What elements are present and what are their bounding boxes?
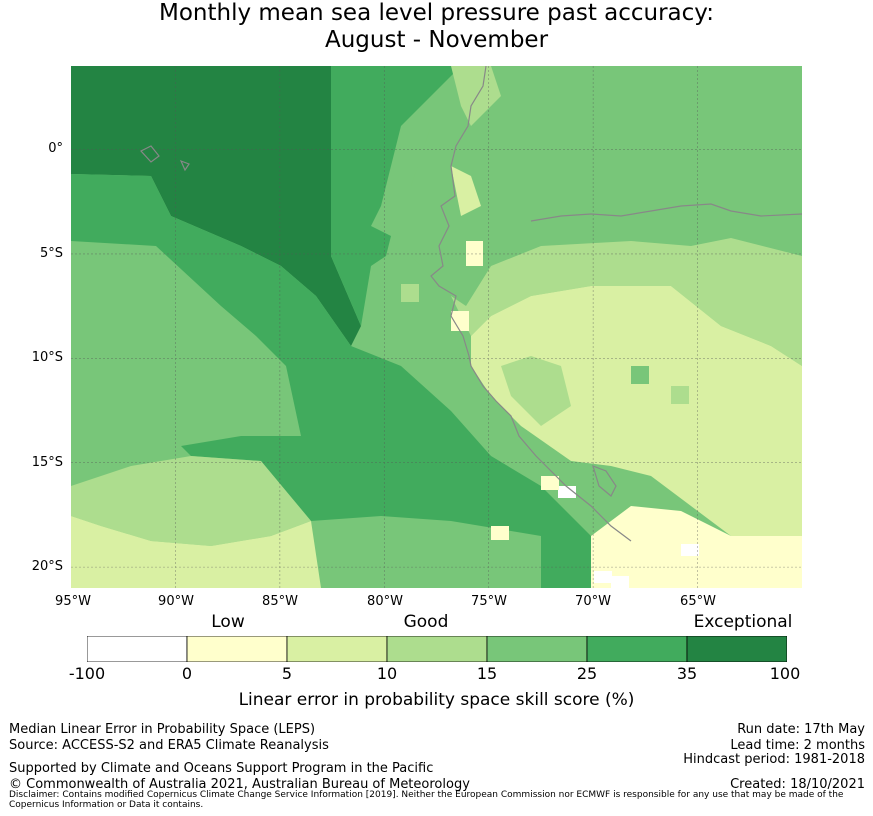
- skill-zone: [471, 286, 802, 536]
- skill-map: [71, 66, 802, 588]
- skill-cell: [611, 576, 629, 588]
- footer-method: Median Linear Error in Probability Space…: [9, 722, 316, 737]
- skill-cell: [681, 544, 699, 556]
- colorbar-tick: 5: [281, 664, 293, 683]
- lon-label-80w: 80°W: [367, 594, 403, 609]
- legend-category-low: Low: [211, 612, 245, 632]
- colorbar-tick: -100: [68, 664, 106, 683]
- skill-cell: [401, 284, 419, 302]
- colorbar-segment: [87, 636, 188, 662]
- coastline-south-america: [430, 66, 632, 542]
- colorbar-segment: [686, 636, 787, 662]
- colorbar-tick: 10: [376, 664, 398, 683]
- skill-zone: [71, 174, 591, 588]
- footer-copyright: © Commonwealth of Australia 2021, Austra…: [9, 777, 470, 792]
- lon-label-65w: 65°W: [680, 594, 716, 609]
- skill-cell: [541, 476, 559, 490]
- footer-support: Supported by Climate and Oceans Support …: [9, 761, 434, 776]
- colorbar-segment: [486, 636, 588, 662]
- skill-cell: [451, 311, 469, 331]
- lon-label-85w: 85°W: [262, 594, 298, 609]
- skill-zone: [451, 66, 501, 126]
- legend-category-good: Good: [403, 612, 449, 632]
- lon-label-95w: 95°W: [55, 594, 91, 609]
- skill-cell: [558, 486, 576, 498]
- footer-lead-time: Lead time: 2 months: [730, 738, 865, 753]
- colorbar-tick: 100: [769, 664, 801, 683]
- skill-zone: [501, 356, 571, 426]
- skill-cell: [491, 526, 509, 540]
- lon-label-75w: 75°W: [471, 594, 507, 609]
- colorbar-segment: [586, 636, 688, 662]
- colorbar-tick: 35: [676, 664, 698, 683]
- skill-zone: [451, 238, 802, 366]
- colorbar: [87, 636, 787, 662]
- disclaimer: Disclaimer: Contains modified Copernicus…: [9, 790, 844, 810]
- colorbar-segment: [386, 636, 488, 662]
- skill-zone: [71, 66, 361, 346]
- skill-zone: [331, 66, 461, 326]
- lat-label-20s: 20°S: [31, 559, 63, 574]
- skill-zone: [71, 456, 311, 546]
- footer-run-date: Run date: 17th May: [737, 722, 865, 737]
- skill-zone: [71, 516, 321, 588]
- lat-label-15s: 15°S: [31, 455, 63, 470]
- map-title: Monthly mean sea level pressure past acc…: [159, 0, 714, 26]
- colorbar-segment: [286, 636, 388, 662]
- lake-titicaca: [592, 465, 617, 497]
- amazon-river: [530, 203, 802, 222]
- colorbar-label: Linear error in probability space skill …: [238, 690, 635, 710]
- colorbar-tick: 25: [576, 664, 598, 683]
- skill-cell: [466, 241, 483, 266]
- footer-source: Source: ACCESS-S2 and ERA5 Climate Reana…: [9, 738, 329, 753]
- legend-category-exceptional: Exceptional: [693, 612, 793, 632]
- skill-cell: [671, 386, 689, 404]
- lon-label-90w: 90°W: [158, 594, 194, 609]
- footer-created: Created: 18/10/2021: [730, 777, 865, 792]
- skill-map-canvas: [71, 66, 802, 588]
- colorbar-tick: 15: [476, 664, 498, 683]
- footer-hindcast: Hindcast period: 1981-2018: [683, 752, 865, 767]
- lon-label-70w: 70°W: [575, 594, 611, 609]
- colorbar-tick: 0: [181, 664, 193, 683]
- lat-label-10s: 10°S: [31, 350, 63, 365]
- lat-label-0: 0°: [48, 141, 63, 156]
- colorbar-segment: [186, 636, 288, 662]
- skill-cell: [594, 571, 612, 583]
- skill-zone: [411, 66, 802, 306]
- skill-zone: [451, 166, 481, 216]
- lat-label-5s: 5°S: [39, 246, 63, 261]
- galapagos: [140, 145, 190, 172]
- map-subtitle: August - November: [324, 27, 549, 53]
- skill-cell: [631, 366, 649, 384]
- skill-cell: [751, 546, 769, 560]
